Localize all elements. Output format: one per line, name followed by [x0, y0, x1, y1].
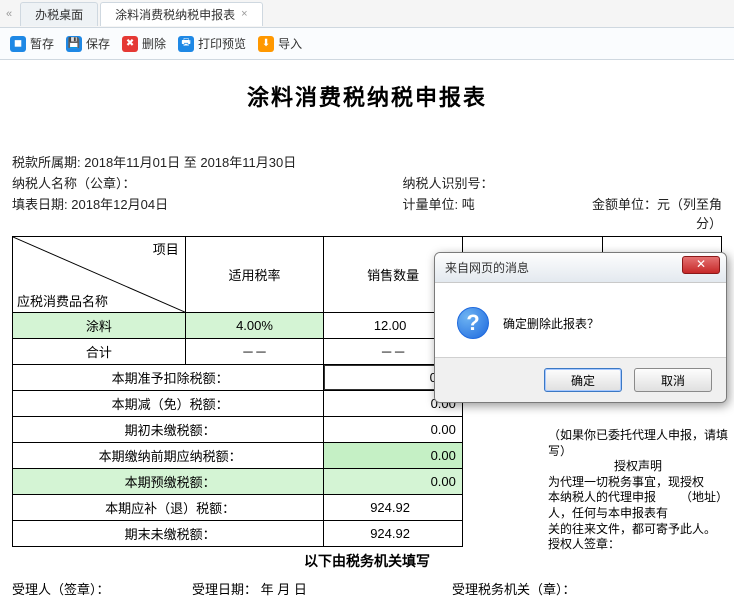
- pause-button[interactable]: ◼ 暂存: [10, 35, 54, 52]
- receive-date-value: 年 月 日: [261, 582, 307, 597]
- row-label: 期初未缴税额：: [13, 417, 324, 443]
- row-label: 本期应补（退）税额：: [13, 495, 324, 521]
- toolbar-label: 暂存: [30, 35, 54, 52]
- tab-report[interactable]: 涂料消费税纳税申报表 ×: [100, 2, 262, 26]
- period-label: 税款所属期:: [12, 155, 81, 170]
- dialog-buttons: 确定 取消: [435, 357, 726, 402]
- dialog-message: 确定删除此报表？: [503, 315, 599, 332]
- tab-label: 办税桌面: [35, 6, 83, 23]
- side-text: 授权人签章：: [548, 537, 728, 553]
- input-cell[interactable]: [324, 443, 463, 469]
- col-header: 应税消费品名称: [17, 291, 108, 310]
- row-label: 本期减（免）税额：: [13, 391, 324, 417]
- row-label: 本期准予扣除税额：: [13, 365, 324, 391]
- side-text: 为代理一切税务事宜，现授权: [548, 475, 704, 489]
- value-cell: 924.92: [324, 495, 463, 521]
- toolbar-label: 打印预览: [198, 35, 246, 52]
- taxpayer-name-label: 纳税人名称（公章）：: [12, 176, 136, 191]
- toolbar-label: 导入: [278, 35, 302, 52]
- confirm-dialog: 来自网页的消息 ✕ ? 确定删除此报表？ 确定 取消: [434, 252, 727, 403]
- receive-date-label: 受理日期：: [192, 582, 257, 597]
- close-icon[interactable]: ×: [241, 8, 247, 20]
- col-header-rate: 适用税率: [185, 237, 324, 313]
- unit-label: 计量单位:: [403, 197, 459, 212]
- tab-bar: « 办税桌面 涂料消费税纳税申报表 ×: [0, 0, 734, 28]
- prepaid-input[interactable]: [324, 469, 462, 494]
- question-icon: ?: [457, 307, 489, 339]
- receiver-label: 受理人（签章）：: [12, 579, 192, 598]
- total-rate: －－: [185, 339, 324, 365]
- tabs-back-chevron[interactable]: «: [6, 8, 12, 20]
- save-icon: 💾: [66, 36, 82, 52]
- cancel-button[interactable]: 取消: [634, 368, 712, 392]
- amount-unit-label: 金额单位：元（列至角分）: [592, 197, 722, 231]
- footer-row: 受理人（签章）： 受理日期： 年 月 日 受理税务机关（章）：: [12, 575, 722, 602]
- prior-paid-input[interactable]: [324, 443, 462, 468]
- input-cell[interactable]: [324, 417, 463, 443]
- dialog-body: ? 确定删除此报表？: [435, 283, 726, 357]
- dialog-close-button[interactable]: ✕: [682, 256, 720, 274]
- side-text: （如果你已委托代理人申报，请填写）: [548, 428, 728, 459]
- ok-button[interactable]: 确定: [544, 368, 622, 392]
- print-icon: 🖶: [178, 36, 194, 52]
- page-title: 涂料消费税纳税申报表: [12, 80, 722, 112]
- dialog-title: 来自网页的消息: [445, 261, 529, 275]
- total-label: 合计: [13, 339, 186, 365]
- import-icon: ⬇: [258, 36, 274, 52]
- side-title: 授权声明: [548, 459, 728, 475]
- period-value: 2018年11月01日 至 2018年11月30日: [84, 155, 296, 170]
- fill-date-value: 2018年12月04日: [71, 197, 168, 212]
- toolbar-label: 保存: [86, 35, 110, 52]
- row-label: 本期缴纳前期应纳税额：: [13, 443, 324, 469]
- pause-icon: ◼: [10, 36, 26, 52]
- toolbar-label: 删除: [142, 35, 166, 52]
- import-button[interactable]: ⬇ 导入: [258, 35, 302, 52]
- tab-label: 涂料消费税纳税申报表: [115, 6, 235, 23]
- delete-button[interactable]: ✖ 删除: [122, 35, 166, 52]
- item-name-cell: 涂料: [13, 313, 186, 339]
- fill-date-label: 填表日期:: [12, 197, 68, 212]
- side-note: 定填报的 （如果你已委托代理人申报，请填写） 授权声明 为代理一切税务事宜，现授…: [548, 428, 728, 553]
- side-text: 关的往来文件，都可寄予此人。: [548, 522, 728, 538]
- col-header: 项目: [153, 239, 179, 258]
- save-button[interactable]: 💾 保存: [66, 35, 110, 52]
- diag-header-cell: 项目 应税消费品名称: [13, 237, 186, 313]
- row-label: 期末未缴税额：: [13, 521, 324, 547]
- taxpayer-id-label: 纳税人识别号：: [403, 176, 494, 191]
- dialog-titlebar: 来自网页的消息 ✕: [435, 253, 726, 283]
- delete-icon: ✖: [122, 36, 138, 52]
- unit-value: 吨: [462, 197, 475, 212]
- tab-desktop[interactable]: 办税桌面: [20, 2, 98, 26]
- close-icon: ✕: [696, 257, 706, 271]
- toolbar: ◼ 暂存 💾 保存 ✖ 删除 🖶 打印预览 ⬇ 导入: [0, 28, 734, 60]
- value-cell: 924.92: [324, 521, 463, 547]
- print-preview-button[interactable]: 🖶 打印预览: [178, 35, 246, 52]
- receive-org-label: 受理税务机关（章）：: [452, 579, 576, 598]
- input-cell[interactable]: [324, 469, 463, 495]
- rate-cell: 4.00%: [185, 313, 324, 339]
- row-label: 本期预缴税额：: [13, 469, 324, 495]
- side-text: （地址）: [680, 490, 728, 506]
- initial-unpaid-input[interactable]: [324, 417, 462, 442]
